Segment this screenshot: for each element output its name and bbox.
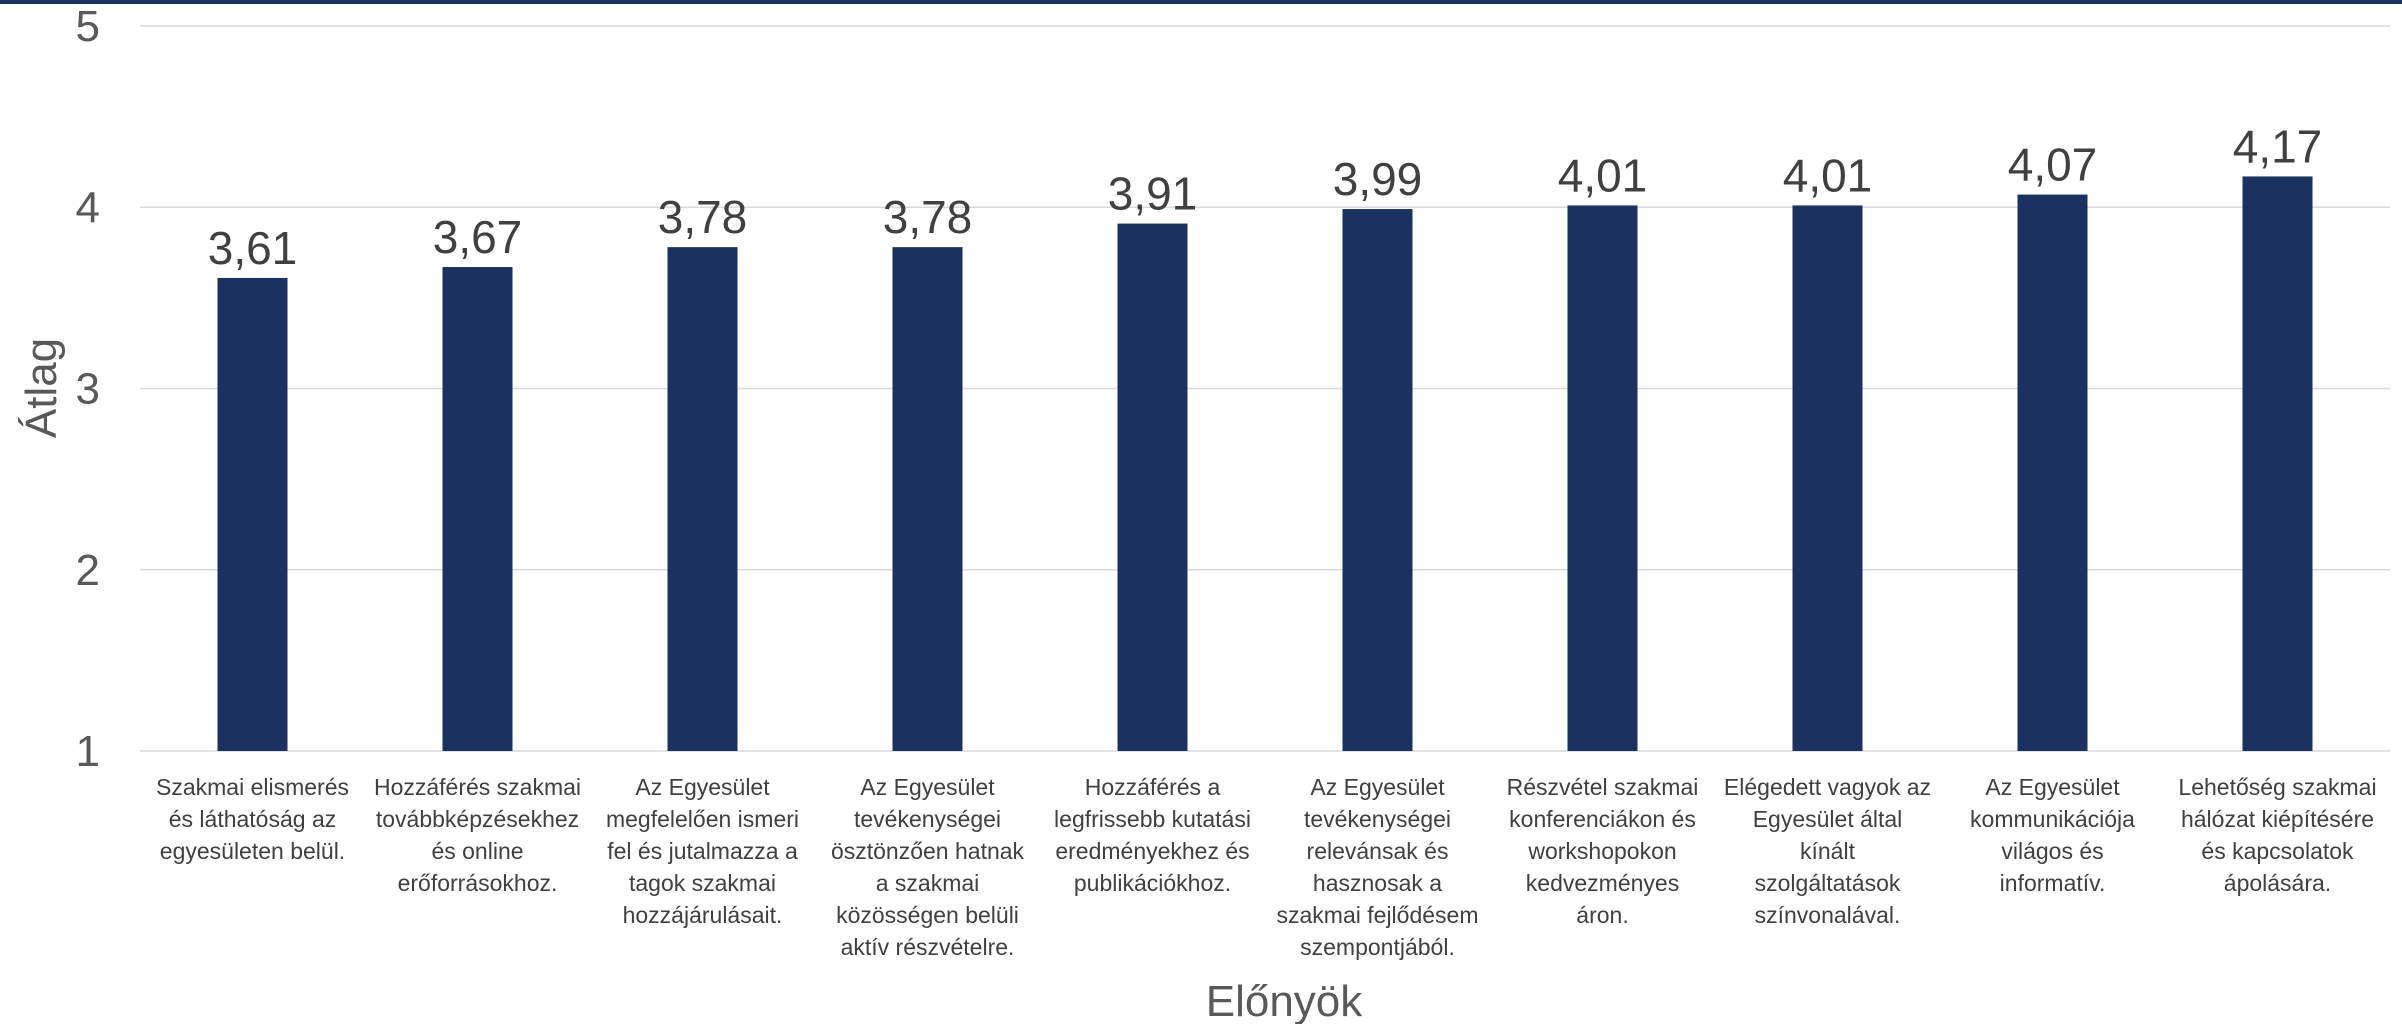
- x-tick-label-line: relevánsak és: [1307, 838, 1449, 864]
- x-tick-label-line: aktív részvételre.: [841, 934, 1015, 960]
- bars: [217, 176, 2313, 751]
- x-tick-label-line: erőforrásokhoz.: [398, 870, 558, 896]
- x-tick-label: Hozzáférés szakmai továbbképzésekhez és on…: [374, 774, 581, 896]
- bar: [667, 247, 738, 751]
- data-label: 3,99: [1333, 153, 1423, 205]
- gridlines: [140, 25, 2390, 752]
- data-label: 3,91: [1108, 168, 1198, 220]
- top-border-rule: [0, 0, 2402, 4]
- x-tick-label-line: színvonalával.: [1755, 902, 1901, 928]
- x-tick-label-line: szolgáltatások: [1755, 870, 1901, 896]
- x-tick-label-line: informatív.: [2000, 870, 2106, 896]
- x-tick-label-line: szakmai fejlődésem: [1277, 902, 1479, 928]
- x-tick-label: Lehetőség szakmai hálózat kiépítésére és k…: [2178, 774, 2376, 896]
- x-tick-label-line: Hozzáférés szakmai: [374, 774, 581, 800]
- data-label: 4,17: [2233, 120, 2323, 172]
- x-tick-label-line: kínált: [1800, 838, 1856, 864]
- x-tick-label-line: hasznosak a: [1313, 870, 1442, 896]
- x-tick-label: Hozzáférés a legfrissebb kutatási eredmény…: [1054, 774, 1251, 896]
- y-axis-title: Átlag: [17, 338, 66, 438]
- y-tick-label: 5: [76, 2, 100, 51]
- bar: [217, 277, 288, 751]
- x-tick-label: Az Egyesület tevékenységei relevánsak és ha…: [1277, 774, 1479, 960]
- x-tick-label-line: Lehetőség szakmai: [2178, 774, 2376, 800]
- x-tick-label-line: ápolására.: [2224, 870, 2331, 896]
- data-label: 3,61: [208, 222, 298, 274]
- x-tick-label-line: ösztönzően hatnak: [831, 838, 1025, 864]
- x-tick-label: Az Egyesület tevékenységei ösztönzően hatn…: [831, 774, 1025, 960]
- bar: [442, 267, 513, 751]
- y-tick-label: 1: [76, 727, 100, 776]
- data-label: 4,07: [2008, 139, 2098, 191]
- x-tick-label-line: Szakmai elismerés: [156, 774, 349, 800]
- x-tick-label-line: és online: [431, 838, 523, 864]
- bar: [1342, 209, 1413, 751]
- x-tick-label-line: Az Egyesület: [860, 774, 995, 800]
- x-tick-label-line: Az Egyesület: [1310, 774, 1445, 800]
- data-label: 3,78: [658, 191, 748, 243]
- y-axis-tick-labels: 1 2 3 4 5: [76, 2, 100, 776]
- y-tick-label: 4: [76, 183, 100, 232]
- x-axis-category-labels: Szakmai elismerés és láthatóság az egyesül…: [156, 774, 2377, 960]
- x-tick-label-line: áron.: [1576, 902, 1628, 928]
- x-tick-label-line: Az Egyesület: [635, 774, 770, 800]
- x-tick-label-line: Az Egyesület: [1985, 774, 2120, 800]
- x-tick-label-line: és kapcsolatok: [2201, 838, 2354, 864]
- x-tick-label-line: Hozzáférés a: [1085, 774, 1221, 800]
- x-tick-label-line: kommunikációja: [1970, 806, 2135, 832]
- bar: [892, 247, 963, 751]
- x-tick-label-line: hálózat kiépítésére: [2181, 806, 2374, 832]
- x-tick-label-line: fel és jutalmazza a: [607, 838, 798, 864]
- data-label: 4,01: [1558, 149, 1648, 201]
- x-tick-label-line: egyesületen belül.: [160, 838, 345, 864]
- x-tick-label-line: kedvezményes: [1526, 870, 1679, 896]
- x-tick-label: Elégedett vagyok az Egyesület által kínált…: [1724, 774, 1931, 928]
- x-tick-label-line: tagok szakmai: [629, 870, 776, 896]
- x-tick-label-line: Részvétel szakmai: [1507, 774, 1699, 800]
- x-tick-label-line: megfelelően ismeri: [606, 806, 799, 832]
- x-tick-label-line: hozzájárulásait.: [623, 902, 783, 928]
- x-tick-label-line: konferenciákon és: [1509, 806, 1696, 832]
- x-tick-label-line: továbbképzésekhez: [376, 806, 579, 832]
- x-tick-label-line: világos és: [2001, 838, 2103, 864]
- x-tick-label: Az Egyesület megfelelően ismeri fel és jut…: [606, 774, 799, 928]
- data-label: 3,67: [433, 211, 523, 263]
- x-tick-label-line: Egyesület által: [1753, 806, 1903, 832]
- x-tick-label: Szakmai elismerés és láthatóság az egyesül…: [156, 774, 349, 864]
- bar: [1117, 223, 1188, 751]
- x-tick-label-line: publikációkhoz.: [1074, 870, 1231, 896]
- data-label: 3,78: [883, 191, 973, 243]
- y-tick-label: 3: [76, 365, 100, 414]
- x-tick-label-line: tevékenységei: [854, 806, 1001, 832]
- bar: [2242, 176, 2313, 751]
- bar: [1567, 205, 1638, 751]
- x-tick-label-line: workshopokon: [1527, 838, 1676, 864]
- x-tick-label: Részvétel szakmai konferenciákon és worksh…: [1507, 774, 1699, 928]
- x-tick-label-line: és láthatóság az: [169, 806, 337, 832]
- data-label: 4,01: [1783, 149, 1873, 201]
- bar: [2017, 194, 2088, 751]
- bar: [1792, 205, 1863, 751]
- y-tick-label: 2: [76, 546, 100, 595]
- x-tick-label-line: Elégedett vagyok az: [1724, 774, 1931, 800]
- x-axis-title: Előnyök: [1206, 977, 1364, 1024]
- x-tick-label: Az Egyesület kommunikációja világos és info…: [1970, 774, 2135, 896]
- x-tick-label-line: eredményekhez és: [1055, 838, 1249, 864]
- x-tick-label-line: a szakmai: [876, 870, 980, 896]
- x-tick-label-line: szempontjából.: [1300, 934, 1455, 960]
- x-tick-label-line: közösségen belüli: [836, 902, 1019, 928]
- x-tick-label-line: tevékenységei: [1304, 806, 1451, 832]
- x-tick-label-line: legfrissebb kutatási: [1054, 806, 1251, 832]
- data-labels: 3,61 3,67 3,78 3,78 3,91 3,99 4,01 4,01 4,07 4,17: [208, 120, 2323, 274]
